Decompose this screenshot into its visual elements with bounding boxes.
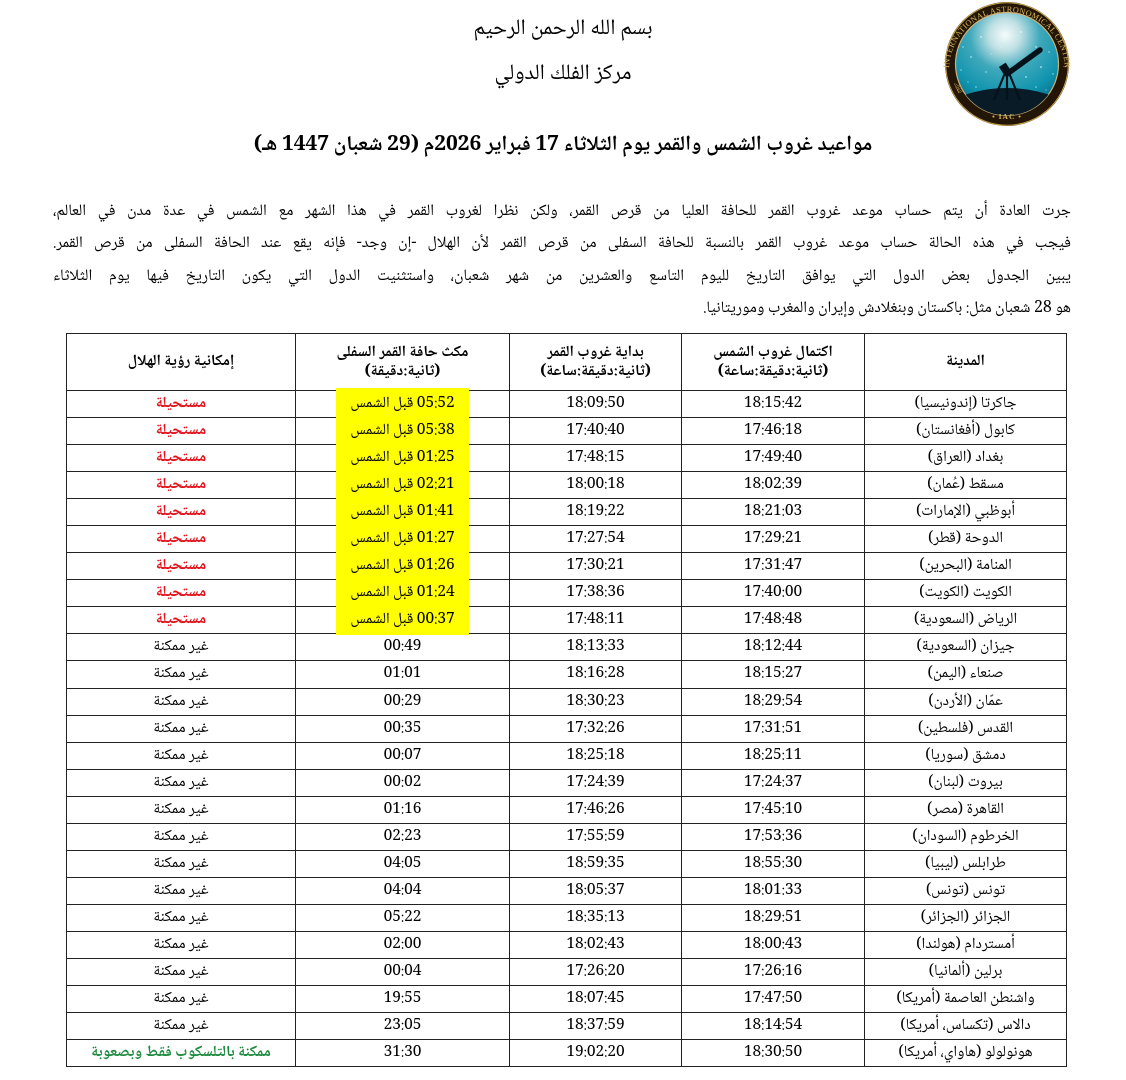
svg-text:• IAC •: • IAC • [992,112,1022,121]
